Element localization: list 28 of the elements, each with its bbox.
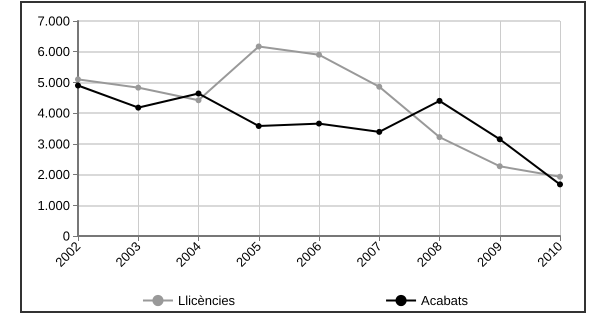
- y-tick-label: 0: [62, 228, 70, 244]
- point: [316, 52, 322, 58]
- point: [196, 90, 202, 96]
- y-tick-label: 5.000: [37, 74, 70, 90]
- y-tick-label: 1.000: [37, 198, 70, 213]
- point: [316, 120, 322, 127]
- y-tick-label: 6.000: [37, 44, 70, 60]
- legend-label: Llicències: [178, 293, 236, 308]
- point: [376, 84, 382, 90]
- point: [75, 76, 81, 82]
- point: [256, 43, 262, 50]
- point: [256, 123, 262, 130]
- point: [557, 174, 563, 180]
- y-tick-label: 7.000: [37, 14, 70, 28]
- point: [135, 104, 142, 111]
- point: [196, 97, 202, 104]
- point: [436, 98, 442, 104]
- y-tick-label: 3.000: [37, 136, 70, 152]
- legend-label: Acabats: [421, 293, 469, 308]
- point: [75, 82, 81, 88]
- point: [496, 163, 503, 170]
- point: [376, 128, 382, 135]
- point: [135, 84, 142, 91]
- y-tick-label: 2.000: [37, 167, 70, 182]
- point: [557, 181, 563, 188]
- point: [436, 134, 442, 140]
- y-tick-label: 4.000: [37, 106, 70, 121]
- point: [496, 136, 503, 142]
